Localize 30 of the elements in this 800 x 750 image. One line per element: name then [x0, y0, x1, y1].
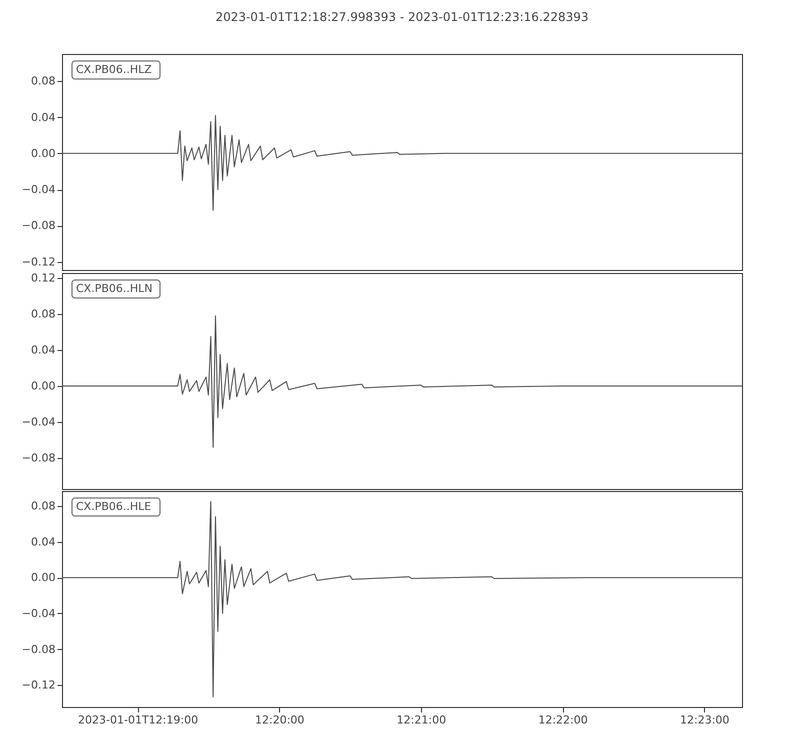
y-tick-label: 0.08	[31, 308, 56, 321]
line-series	[62, 114, 742, 211]
y-tick-label: −0.04	[22, 183, 56, 196]
y-tick-label: −0.12	[22, 678, 56, 692]
y-tick-label: 0.08	[31, 74, 56, 88]
y-tick-label: 0.04	[31, 535, 56, 548]
x-tick-label: 2023-01-01T12:19:00	[78, 714, 198, 726]
line-series	[62, 315, 742, 448]
y-tick-label: 0.00	[31, 571, 56, 584]
line-series	[62, 500, 742, 698]
x-tick-label: 12:23:00	[680, 714, 730, 726]
y-tick-label: 0.08	[31, 499, 56, 512]
chart-title: 2023-01-01T12:18:27.998393 - 2023-01-01T12:23:16.228393	[215, 10, 589, 24]
x-tick-label: 12:20:00	[255, 714, 304, 726]
y-tick-label: −0.04	[22, 606, 56, 620]
y-tick-label: 0.00	[31, 380, 56, 393]
y-tick-label: −0.08	[22, 219, 56, 232]
y-tick-label: 0.04	[31, 344, 56, 357]
y-tick-label: −0.04	[22, 416, 56, 429]
y-tick-label: −0.08	[22, 452, 56, 465]
y-tick-label: −0.12	[22, 255, 56, 268]
text: CX.PB06..HLN	[76, 282, 153, 295]
text: CX.PB06..HLZ	[76, 63, 152, 76]
x-tick-label: 12:21:00	[396, 714, 446, 726]
y-tick-label: 0.04	[31, 110, 56, 124]
y-tick-label: 0.12	[31, 272, 56, 285]
x-tick-label: 12:22:00	[538, 714, 588, 726]
y-tick-label: −0.08	[22, 642, 56, 656]
y-tick-label: 0.00	[31, 146, 56, 160]
text: CX.PB06..HLE	[76, 500, 152, 513]
